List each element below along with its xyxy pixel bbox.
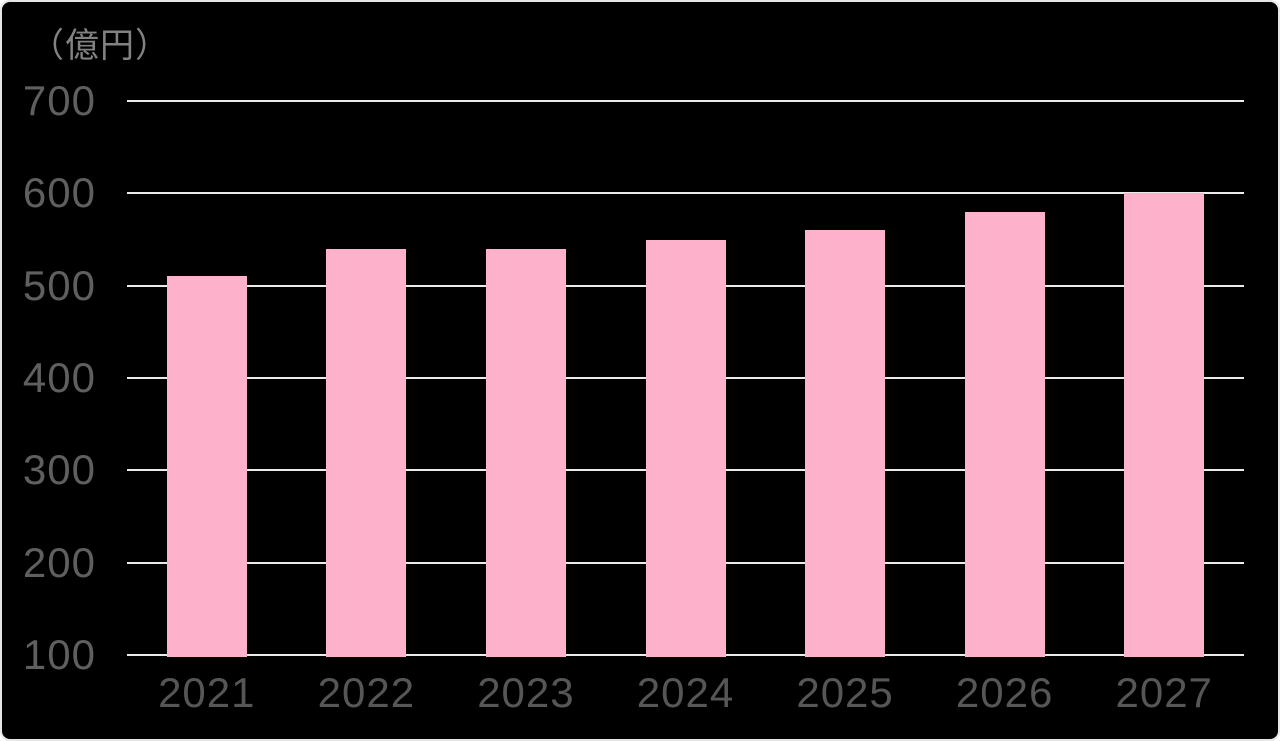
x-tick-label-2021: 2021 — [158, 669, 256, 716]
bar-2026 — [964, 211, 1045, 657]
bar-2022 — [326, 248, 407, 657]
y-tick-label-600: 600 — [22, 169, 96, 217]
bar-2025 — [805, 230, 886, 657]
x-tick-label-2023: 2023 — [477, 669, 575, 716]
x-tick-label-2024: 2024 — [636, 669, 735, 716]
x-tick-label-2027: 2027 — [1115, 669, 1213, 716]
x-tick-label-2026: 2026 — [955, 669, 1054, 716]
gridline-600 — [127, 192, 1244, 195]
y-tick-label-500: 500 — [22, 261, 96, 309]
y-tick-label-400: 400 — [22, 354, 96, 401]
bar-2023 — [485, 248, 566, 657]
y-tick-label-200: 200 — [22, 538, 96, 586]
bar-2021 — [166, 276, 247, 657]
x-tick-label-2022: 2022 — [317, 669, 416, 716]
gridline-700 — [127, 100, 1244, 102]
y-tick-label-300: 300 — [22, 446, 96, 494]
bar-2024 — [645, 239, 726, 657]
x-tick-label-2025: 2025 — [796, 669, 894, 716]
bar-2027 — [1124, 193, 1205, 657]
y-tick-label-700: 700 — [22, 77, 96, 124]
y-tick-label-100: 100 — [22, 631, 96, 678]
y-axis-unit-label: （億円） — [30, 27, 170, 65]
